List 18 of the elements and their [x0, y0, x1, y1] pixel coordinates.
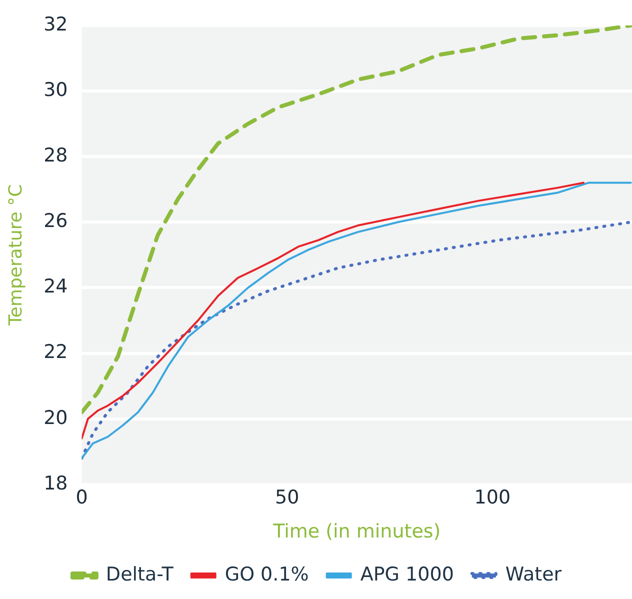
x-tick-label: 0 [76, 486, 88, 509]
y-axis-title: Temperature °C [5, 184, 26, 327]
y-tick-label: 28 [44, 144, 68, 166]
legend-label: Delta-T [106, 563, 174, 586]
y-tick-label: 32 [44, 13, 68, 36]
y-tick-label: 30 [44, 78, 68, 101]
y-tick-label: 26 [44, 210, 68, 232]
y-tick-label: 24 [44, 276, 68, 298]
y-tick-label: 20 [44, 406, 68, 429]
legend-label: APG 1000 [360, 563, 454, 586]
x-tick-label: 50 [274, 486, 300, 509]
y-tick-label: 22 [44, 341, 68, 364]
y-tick-label: 18 [44, 472, 68, 494]
line-series [82, 25, 632, 414]
legend-label: GO 0.1% [224, 563, 309, 586]
legend-label: Water [505, 563, 562, 586]
x-tick-label: 100 [474, 486, 511, 509]
x-axis-title: Time (in minutes) [272, 520, 441, 543]
